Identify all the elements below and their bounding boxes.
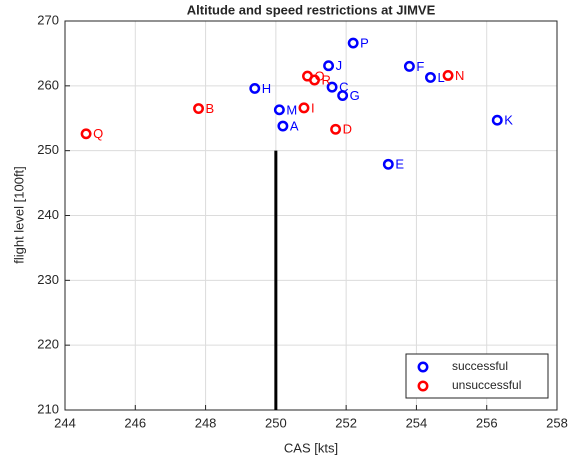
point-label: J — [336, 58, 343, 73]
point — [347, 37, 359, 49]
x-tick-label: 254 — [406, 415, 428, 430]
point-label: Q — [93, 126, 103, 141]
y-tick-label: 250 — [37, 142, 59, 157]
point-label: R — [322, 72, 331, 87]
point — [337, 90, 349, 102]
x-tick-label: 252 — [335, 415, 357, 430]
point — [323, 60, 335, 72]
point-label: A — [290, 118, 299, 133]
y-tick-label: 220 — [37, 337, 59, 352]
point — [330, 123, 342, 135]
y-tick-label: 210 — [37, 401, 59, 416]
point-label: L — [437, 70, 444, 85]
point-label: I — [311, 100, 315, 115]
point-label: E — [395, 157, 404, 172]
point-label: N — [455, 68, 464, 83]
point — [193, 103, 204, 114]
point — [298, 102, 310, 114]
legend-marker — [417, 380, 429, 392]
x-axis-label: CAS [kts] — [284, 440, 338, 455]
point-label: M — [286, 102, 297, 117]
point — [403, 60, 415, 72]
point — [442, 70, 454, 81]
point — [425, 71, 436, 83]
x-tick-label: 258 — [546, 415, 568, 430]
point-label: B — [206, 101, 215, 116]
x-tick-label: 244 — [54, 415, 76, 430]
x-tick-label: 250 — [265, 415, 287, 430]
point — [326, 81, 338, 93]
chart-title: Altitude and speed restrictions at JIMVE — [187, 2, 436, 17]
point-label: H — [262, 81, 271, 96]
point-label: P — [360, 35, 369, 50]
x-tick-label: 256 — [476, 415, 498, 430]
point — [249, 82, 261, 94]
point-label: F — [416, 59, 424, 74]
x-tick-label: 248 — [195, 415, 217, 430]
point-label: D — [343, 122, 352, 137]
legend-marker — [417, 361, 429, 373]
point — [309, 74, 320, 86]
point — [382, 158, 394, 170]
y-tick-label: 270 — [37, 12, 59, 27]
point-label: O — [314, 69, 324, 84]
legend-label: successful — [452, 359, 508, 373]
legend-label: unsuccessful — [452, 378, 521, 392]
y-tick-label: 230 — [37, 272, 59, 287]
point — [273, 104, 285, 116]
x-tick-label: 246 — [124, 415, 146, 430]
point — [491, 114, 503, 126]
y-axis-label: flight level [100ft] — [11, 166, 26, 264]
point-label: K — [504, 113, 513, 128]
point — [277, 120, 289, 132]
y-tick-label: 240 — [37, 207, 59, 222]
point — [80, 128, 92, 140]
point-label: C — [339, 80, 348, 95]
y-tick-label: 260 — [37, 77, 59, 92]
legend-box — [405, 353, 549, 399]
plot-frame — [64, 20, 558, 411]
point-label: G — [350, 88, 360, 103]
